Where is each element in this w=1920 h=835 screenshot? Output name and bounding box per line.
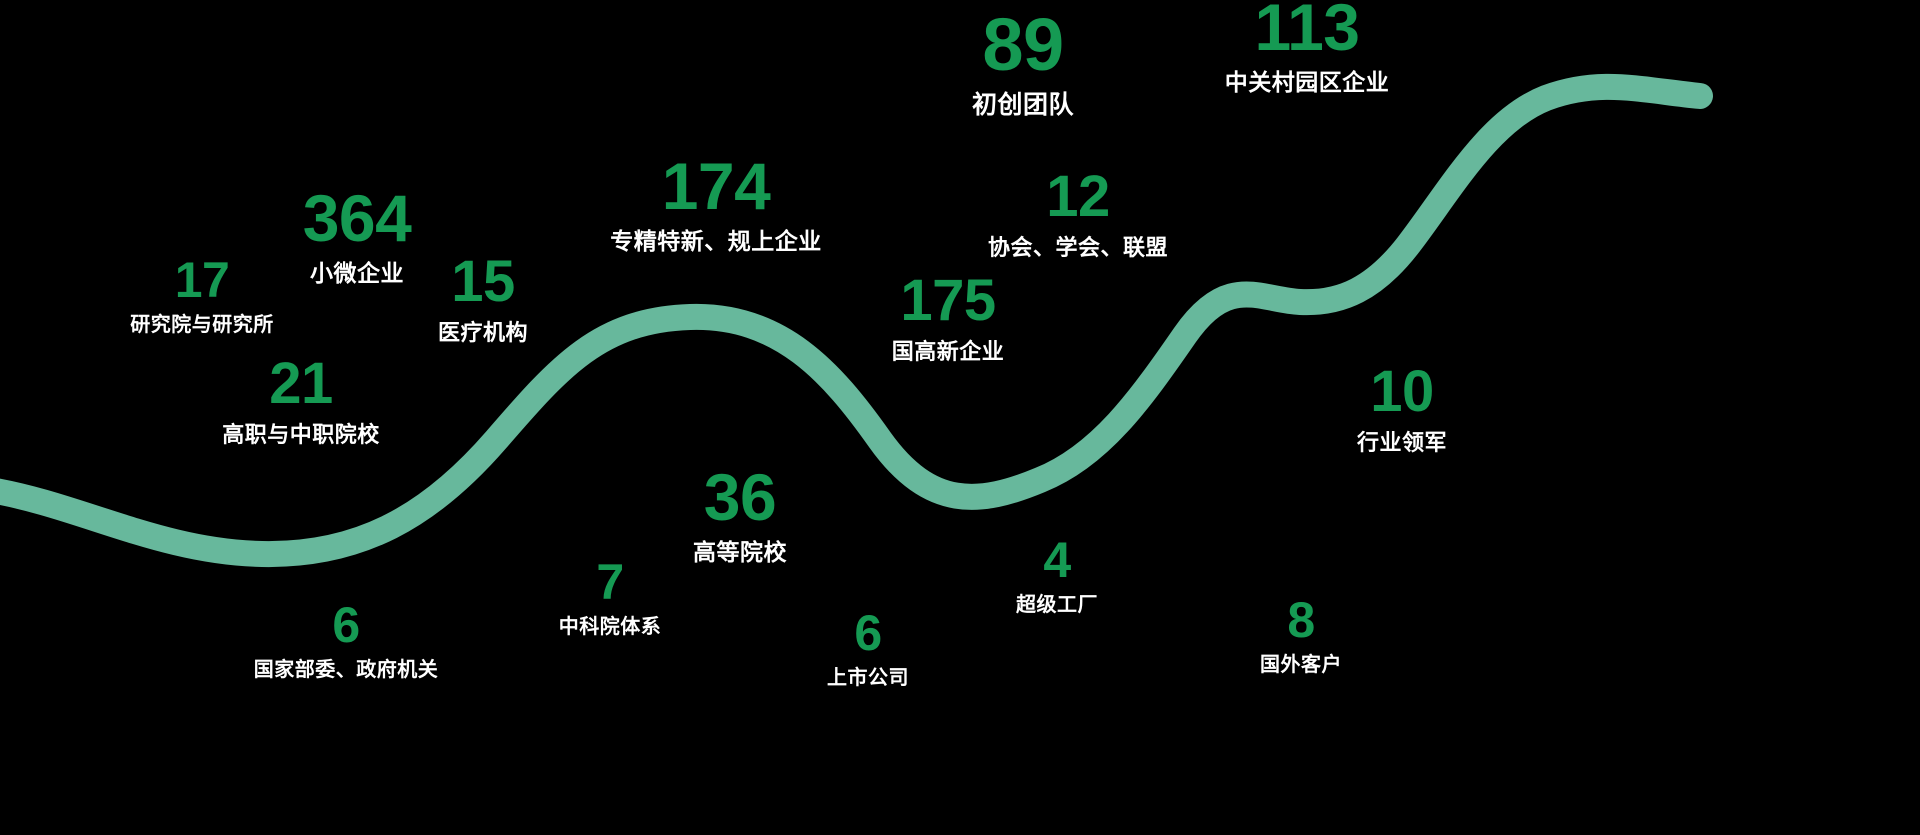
stat-value: 4 (1043, 532, 1071, 588)
stat-item: 4 超级工厂 (1016, 535, 1098, 617)
stat-value: 10 (1370, 359, 1434, 424)
stat-label: 国家部委、政府机关 (253, 659, 439, 681)
stat-label: 上市公司 (827, 667, 909, 689)
stat-label: 初创团队 (971, 91, 1075, 119)
stat-value: 8 (1287, 592, 1315, 648)
stat-item: 36 高等院校 (693, 464, 787, 565)
stat-label: 研究院与研究所 (130, 314, 274, 336)
stat-value: 15 (451, 249, 515, 314)
stat-item: 89 初创团队 (972, 8, 1074, 120)
stat-value: 89 (982, 3, 1064, 86)
stat-label: 高职与中职院校 (222, 422, 380, 447)
stat-label: 国外客户 (1260, 654, 1342, 676)
stat-item: 8 国外客户 (1260, 595, 1342, 677)
stat-item: 7 中科院体系 (559, 557, 662, 639)
stat-item: 175 国高新企业 (891, 268, 1005, 365)
stat-value: 21 (269, 351, 333, 416)
stat-value: 36 (703, 460, 777, 534)
stat-label: 国高新企业 (891, 339, 1005, 364)
stat-item: 6 上市公司 (827, 608, 909, 690)
stat-value: 6 (332, 597, 360, 653)
stat-value: 7 (596, 554, 624, 610)
stat-item: 364 小微企业 (303, 185, 412, 286)
stat-label: 医疗机构 (437, 320, 529, 345)
stat-item: 15 医疗机构 (437, 249, 529, 346)
stat-label: 协会、学会、联盟 (987, 235, 1169, 260)
stat-item: 12 协会、学会、联盟 (987, 164, 1169, 261)
stat-label: 专精特新、规上企业 (610, 228, 822, 254)
stat-value: 175 (900, 268, 996, 333)
stat-item: 17 研究院与研究所 (130, 255, 274, 337)
stat-item: 21 高职与中职院校 (222, 351, 380, 448)
stat-item: 10 行业领军 (1356, 359, 1448, 456)
stat-value: 364 (302, 181, 412, 255)
stat-label: 行业领军 (1356, 430, 1448, 455)
stat-value: 113 (1254, 0, 1360, 64)
stat-label: 中关村园区企业 (1224, 69, 1390, 95)
stat-value: 174 (661, 149, 771, 223)
stat-item: 174 专精特新、规上企业 (610, 153, 822, 254)
stat-item: 6 国家部委、政府机关 (254, 600, 439, 682)
stat-label: 中科院体系 (558, 616, 662, 638)
stat-label: 超级工厂 (1016, 594, 1098, 616)
stat-value: 6 (854, 605, 882, 661)
stat-value: 17 (174, 252, 230, 308)
stat-value: 12 (1046, 164, 1110, 229)
stat-label: 小微企业 (310, 260, 404, 286)
stat-label: 高等院校 (693, 539, 787, 565)
stat-item: 113 中关村园区企业 (1225, 0, 1390, 95)
